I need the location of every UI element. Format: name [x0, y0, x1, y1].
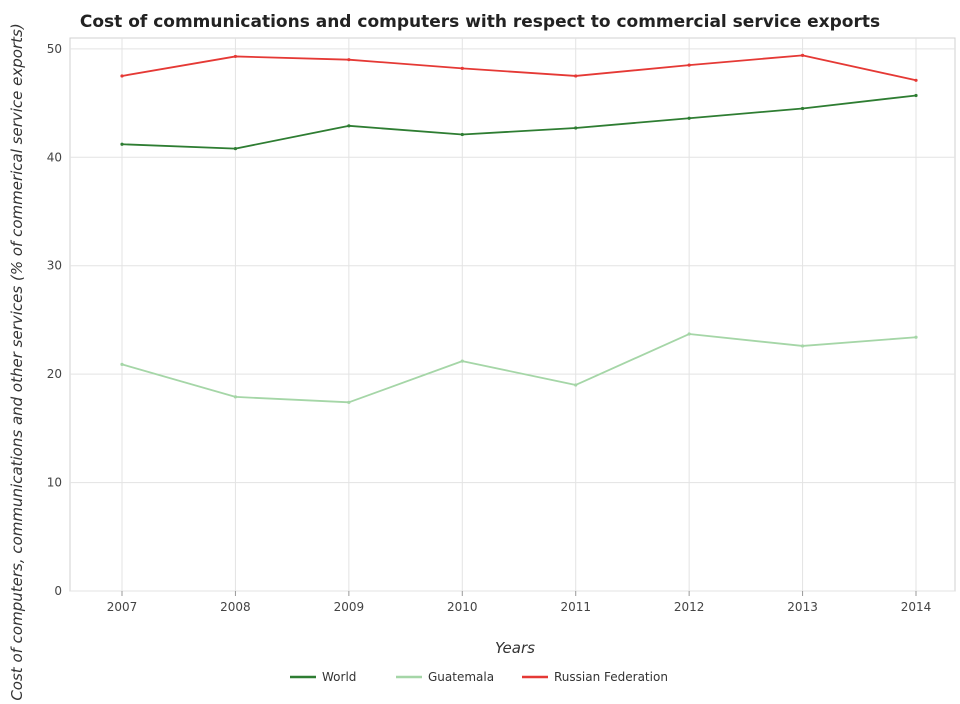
- data-point-world: [574, 126, 578, 130]
- data-point-russian-federation: [120, 74, 124, 78]
- legend: World Guatemala Russian Federation: [290, 670, 668, 684]
- y-tick-label: 0: [54, 584, 62, 598]
- plot-frame: [69, 37, 956, 592]
- data-point-guatemala: [574, 383, 578, 387]
- data-point-world: [347, 124, 351, 128]
- x-tick-label: 2008: [220, 600, 251, 614]
- data-point-russian-federation: [574, 74, 578, 78]
- data-point-world: [800, 106, 805, 111]
- x-tick-label: 2009: [334, 600, 365, 614]
- data-point-guatemala: [687, 332, 691, 336]
- legend-label-guatemala: Guatemala: [428, 670, 494, 684]
- x-tick-label: 2012: [674, 600, 705, 614]
- x-tick-label: 2011: [560, 600, 591, 614]
- series-line-guatemala: [121, 333, 917, 404]
- data-point-russian-federation: [800, 53, 805, 57]
- y-tick-label: 50: [47, 42, 62, 56]
- data-point-russian-federation: [914, 78, 918, 82]
- legend-label-russian-federation: Russian Federation: [554, 670, 668, 684]
- x-tick-label: 2014: [901, 600, 932, 614]
- data-point-world: [120, 142, 124, 146]
- data-point-guatemala: [800, 344, 805, 348]
- y-tick-label: 20: [47, 367, 62, 381]
- data-point-guatemala: [233, 395, 238, 399]
- x-tick-label: 2007: [107, 600, 138, 614]
- y-tick-label: 30: [47, 259, 62, 273]
- legend-label-world: World: [322, 670, 356, 684]
- y-tick-label: 40: [47, 150, 62, 164]
- data-point-guatemala: [914, 335, 918, 339]
- y-tick-label: 10: [47, 476, 62, 490]
- data-point-russian-federation: [233, 54, 238, 59]
- data-point-russian-federation: [687, 63, 691, 67]
- series-line-world: [121, 94, 917, 150]
- chart-title: Cost of communications and computers wit…: [80, 12, 880, 32]
- data-point-world: [460, 132, 464, 137]
- data-point-world: [233, 147, 238, 151]
- data-point-world: [687, 116, 691, 120]
- data-point-russian-federation: [347, 58, 351, 62]
- data-point-guatemala: [460, 359, 464, 363]
- series-line-russian-federation: [121, 54, 917, 82]
- data-point-guatemala: [120, 362, 124, 366]
- x-tick-label: 2010: [447, 600, 478, 614]
- data-point-guatemala: [347, 400, 351, 404]
- y-axis-label: Cost of computers, communications and ot…: [8, 23, 26, 700]
- data-point-russian-federation: [460, 66, 464, 70]
- data-point-world: [914, 93, 918, 98]
- x-axis-label: Years: [495, 639, 535, 657]
- x-tick-label: 2013: [787, 600, 818, 614]
- plot-area: 0 10 20 30 40 50 2007 2008 2009 2010 2011 2012 2013 2…: [47, 37, 956, 614]
